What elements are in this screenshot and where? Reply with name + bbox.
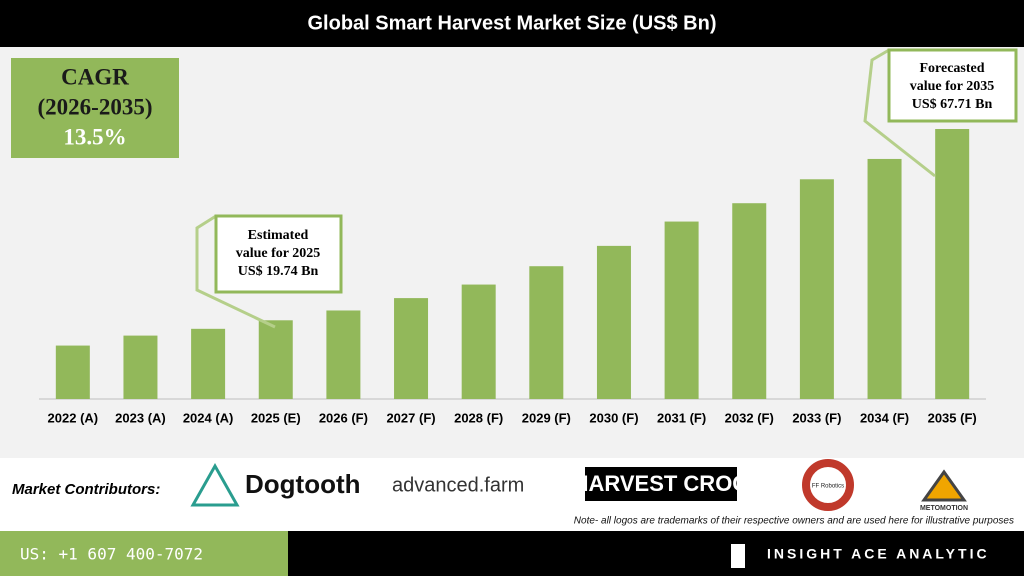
x-tick-label: 2034 (F) [860,410,909,425]
phone: US: +1 607 400-7072 [20,545,203,564]
x-tick-label: 2032 (F) [725,410,774,425]
cagr-box [11,58,179,158]
x-tick-label: 2031 (F) [657,410,706,425]
bar [394,298,429,399]
bar [664,221,699,399]
logo-bg [585,467,737,501]
contributors-label: Market Contributors: [12,481,160,498]
x-tick-label: 2029 (F) [522,410,571,425]
callout-box [214,214,343,294]
x-tick-label: 2030 (F) [589,410,638,425]
bar [935,129,970,399]
note: Note- all logos are trademarks of their … [574,516,1014,527]
callout-text: US$ 67.71 Bn [912,97,993,112]
logo: METOMOTION [920,505,968,512]
bar [596,245,631,399]
x-tick-label: 2023 (A) [115,410,166,425]
callout-box [887,48,1018,123]
x-tick-label: 2028 (F) [454,410,503,425]
callout-text: value for 2035 [910,79,995,94]
callout-text: Estimated [248,228,309,243]
x-tick-label: 2033 (F) [792,410,841,425]
callout-text: US$ 19.74 Bn [238,264,319,279]
logo: advanced.farm [392,474,524,496]
chart: 2022 (A) 2023 (A) 2024 (A) 2025 (E) 2026 (F)… [39,129,986,425]
x-tick-label: 2025 (E) [251,410,301,425]
bar [529,266,564,399]
callout-text: Forecasted [919,61,984,76]
chart-title: Global Smart Harvest Market Size (US$ Bn… [307,12,716,34]
cagr-period: (2026-2035) [38,94,153,119]
logo: HARVEST CROO [573,471,750,496]
logo-icon [802,459,854,511]
bar [867,158,902,399]
title-bar [0,0,1024,47]
bar [326,310,361,399]
callout-line [863,48,936,178]
callout-text: value for 2025 [236,246,321,261]
logo-icon [190,462,240,507]
bar [461,284,496,399]
logo: Dogtooth [245,469,361,499]
bar [123,335,158,399]
x-tick-label: 2022 (A) [48,410,99,425]
bar [732,203,767,399]
bar [191,328,226,399]
x-tick-label: 2027 (F) [386,410,435,425]
cagr-value: 13.5% [63,124,126,149]
phone-box [0,531,288,576]
brand-icon [731,544,745,568]
bar [55,345,90,399]
bar [258,320,293,399]
logo-icon [921,469,967,502]
x-tick-label: 2035 (F) [928,410,977,425]
x-tick-label: 2026 (F) [319,410,368,425]
x-tick-label: 2024 (A) [183,410,234,425]
brand: INSIGHT ACE ANALYTIC [767,546,990,562]
callout-line [195,214,276,329]
cagr-label: CAGR [61,64,129,89]
bar [799,179,834,399]
logo: FF Robotics [812,484,844,490]
